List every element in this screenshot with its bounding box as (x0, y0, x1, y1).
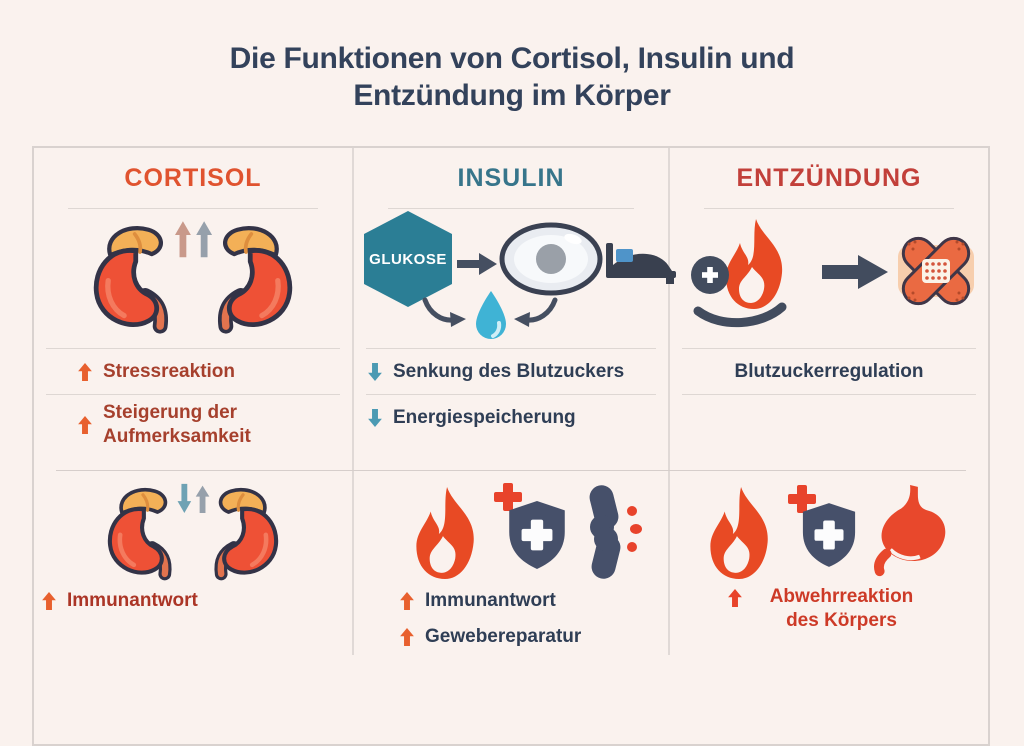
item-label: Abwehrreaktion des Körpers (769, 586, 914, 631)
bottom-section: Immunantwort (34, 471, 988, 655)
curved-arrow-right-icon (514, 297, 558, 327)
item-label: Blutzuckerregulation (734, 360, 924, 382)
entzuendung-bottom-icons (670, 483, 988, 583)
insulin-header: INSULIN (457, 163, 565, 192)
column-insulin-bottom: Immunantwort Gewebereparatur (352, 471, 670, 655)
up-arrow-icon (400, 628, 414, 646)
column-cortisol: CORTISOL Stressreaktion Steigerung der A… (34, 148, 352, 470)
top-section: CORTISOL Stressreaktion Steigerung der A… (34, 148, 988, 470)
down-arrow-teal-icon (177, 483, 192, 513)
item-label: Immunantwort (425, 590, 556, 612)
section-divider (56, 470, 966, 471)
item-label: Energiespeicherung (393, 406, 576, 428)
insulin-item-gewebereparatur: Gewebereparatur (354, 619, 668, 655)
down-arrow-icon (368, 363, 382, 381)
kidneys-adrenal-icon (102, 483, 284, 584)
divider (68, 208, 318, 209)
item-label: Stressreaktion (103, 360, 236, 382)
kidneys-adrenal-icon (87, 221, 299, 338)
column-insulin: INSULIN GLUKOSE (352, 148, 676, 470)
up-arrow-icon (728, 589, 742, 607)
divider (46, 394, 340, 395)
up-arrow-icon (78, 416, 92, 434)
entzuendung-item-abwehrreaktion: Abwehrreaktion des Körpers (670, 583, 988, 635)
divider (704, 208, 954, 209)
crossed-bandages-icon (898, 236, 974, 306)
cortisol-header: CORTISOL (124, 163, 262, 192)
up-arrow-icon (42, 592, 56, 610)
cortisol-item-immunantwort: Immunantwort (34, 583, 352, 619)
water-drop-icon (476, 291, 506, 339)
column-cortisol-bottom: Immunantwort (34, 471, 352, 655)
item-label: Steigerung der Aufmerksamkeit (103, 402, 251, 447)
cortisol-top-icons (34, 209, 352, 348)
page-title: Die Funktionen von Cortisol, Insulin und… (229, 42, 795, 112)
cortisol-item-stressreaktion: Stressreaktion (34, 349, 352, 394)
curved-arrow-left-icon (422, 297, 466, 327)
stomach-icon (874, 484, 946, 577)
down-arrow-icon (368, 409, 382, 427)
divider (682, 394, 976, 395)
divider (46, 348, 340, 349)
cortisol-item-steigerung: Steigerung der Aufmerksamkeit (34, 395, 352, 455)
up-arrow-icon (78, 363, 92, 381)
plus-badge-flame-icon (691, 219, 787, 328)
insulin-item-immunantwort: Immunantwort (354, 583, 668, 619)
infographic-board: CORTISOL Stressreaktion Steigerung der A… (32, 146, 990, 746)
right-arrow-icon (822, 255, 888, 289)
insulin-item-energie: Energiespeicherung (354, 395, 668, 440)
shield-cross-icon (509, 501, 565, 569)
glucose-hexagon-icon: GLUKOSE (364, 211, 452, 307)
column-entzuendung: ENTZÜNDUNG (670, 148, 988, 470)
entzuendung-item-blutzucker: Blutzuckerregulation (670, 349, 988, 394)
cell-icon (499, 222, 603, 296)
up-arrow-gray-icon (196, 221, 213, 258)
divider (366, 348, 656, 349)
cortisol-bottom-icons (34, 483, 352, 583)
item-label: Immunantwort (67, 590, 198, 612)
item-label: Gewebereparatur (425, 626, 582, 648)
bed-icon (606, 243, 676, 284)
insulin-item-senkung: Senkung des Blutzuckers (354, 349, 668, 394)
joint-icon (589, 485, 642, 579)
flame-icon (710, 487, 768, 579)
up-arrow-gray-icon (195, 485, 210, 513)
column-entzuendung-bottom: Abwehrreaktion des Körpers (670, 471, 988, 655)
glucose-label: GLUKOSE (369, 250, 447, 268)
entzuendung-top-icons (670, 209, 988, 348)
item-label: Senkung des Blutzuckers (393, 360, 625, 382)
up-arrow-tan-icon (174, 221, 191, 258)
divider (682, 348, 976, 349)
right-arrow-icon (457, 253, 497, 275)
divider (388, 208, 634, 209)
shield-cross-icon (802, 503, 856, 567)
swoosh-icon (693, 302, 787, 328)
insulin-bottom-icons (354, 483, 668, 583)
flame-icon (416, 487, 474, 579)
insulin-top-icons: GLUKOSE (354, 209, 676, 348)
up-arrow-icon (400, 592, 414, 610)
entzuendung-header: ENTZÜNDUNG (736, 163, 922, 192)
divider (366, 394, 656, 395)
